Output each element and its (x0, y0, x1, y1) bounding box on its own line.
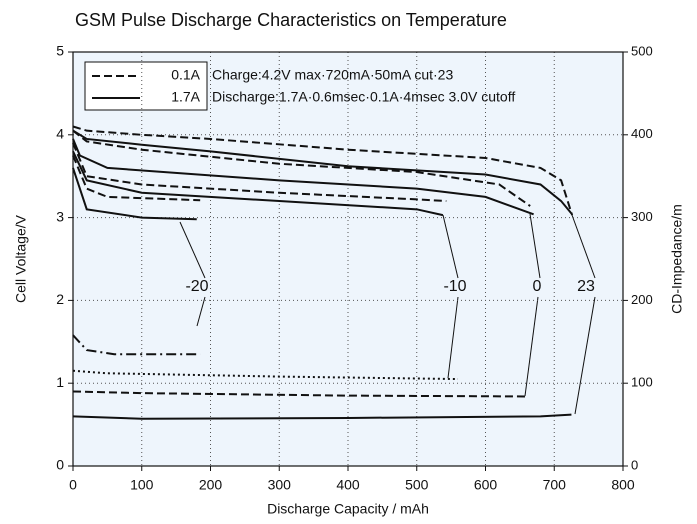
leader-line (179, 221, 206, 279)
chart-title: GSM Pulse Discharge Characteristics on T… (75, 10, 507, 30)
leader-line (574, 296, 596, 415)
y-tick-label: 0 (56, 457, 64, 473)
x-tick-label: 800 (611, 477, 635, 493)
annotation: 0 (533, 278, 542, 295)
y2-tick-label: 200 (631, 292, 653, 307)
x-axis-label: Discharge Capacity / mAh (267, 501, 429, 517)
x-tick-label: 300 (268, 477, 292, 493)
y2-tick-label: 300 (631, 209, 653, 224)
line-series (72, 142, 447, 203)
legend-label: 1.7A (171, 89, 200, 105)
line-series (72, 167, 197, 221)
y-tick-label: 3 (56, 208, 64, 224)
y2-tick-label: 400 (631, 126, 653, 141)
x-tick-label: 500 (405, 477, 429, 493)
annotation: -10 (443, 278, 466, 295)
y-tick-label: 5 (56, 43, 64, 59)
leader-line (196, 296, 206, 327)
x-tick-label: 400 (336, 477, 360, 493)
line-series (72, 390, 527, 398)
legend-label: 0.1A (171, 67, 200, 83)
y-tick-label: 1 (56, 374, 64, 390)
legend-box (84, 61, 208, 111)
line-series (72, 125, 574, 216)
leader-line (447, 296, 459, 379)
leader-line (529, 213, 541, 279)
y2-tick-label: 0 (631, 457, 638, 472)
note: Discharge:1.7A·0.6msec·0.1A·4msec 3.0V c… (212, 89, 515, 105)
x-tick-label: 600 (474, 477, 498, 493)
x-tick-label: 200 (199, 477, 223, 493)
x-tick-label: 100 (130, 477, 154, 493)
line-series (72, 334, 201, 356)
x-tick-label: 700 (543, 477, 567, 493)
plot-background (73, 52, 623, 466)
y-axis-label: Cell Voltage/V (13, 214, 29, 303)
y2-tick-label: 100 (631, 375, 653, 390)
annotation: -20 (185, 278, 208, 295)
line-series (72, 413, 572, 420)
line-series (72, 155, 201, 202)
plot-frame (72, 51, 624, 467)
line-series (72, 129, 531, 207)
leader-lines (179, 213, 596, 415)
line-series (72, 129, 573, 215)
y-tick-label: 4 (56, 126, 64, 142)
note: Charge:4.2V max·720mA·50mA cut·23 (212, 67, 453, 83)
leader-line (524, 296, 539, 397)
leader-line (571, 214, 596, 279)
leader-line (442, 214, 459, 279)
line-series (72, 150, 444, 217)
x-tick-label: 0 (69, 477, 77, 493)
y-tick-label: 2 (56, 291, 64, 307)
y2-tick-label: 500 (631, 43, 653, 58)
y2-axis-label: CD-Impedance/m (669, 204, 685, 314)
annotation: 23 (577, 278, 595, 295)
line-series (72, 138, 534, 216)
line-series (72, 369, 459, 381)
